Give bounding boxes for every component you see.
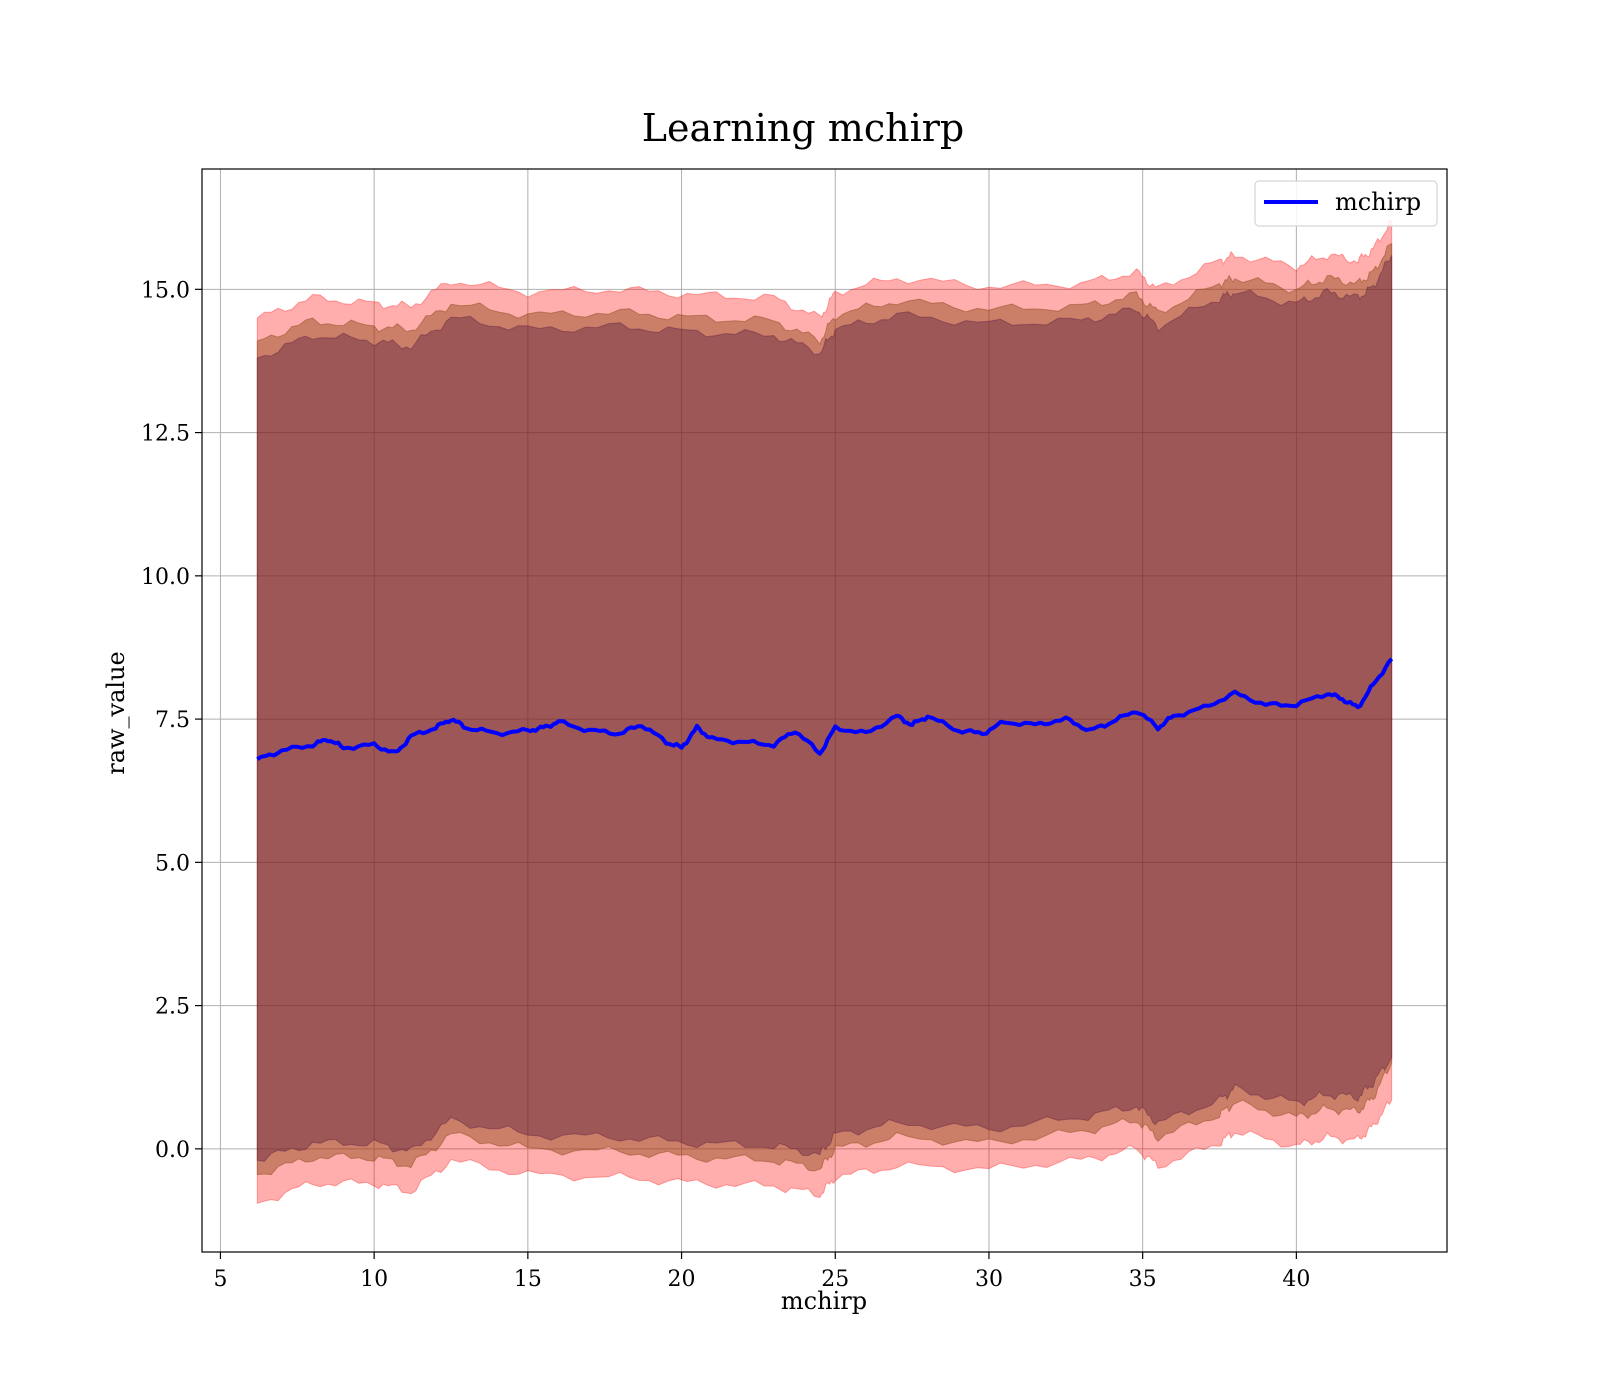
y-tick-label: 0.0 (155, 1138, 190, 1163)
y-tick-label: 7.5 (155, 708, 190, 733)
y-tick-label: 12.5 (141, 422, 190, 447)
x-tick-label: 40 (1282, 1267, 1310, 1292)
x-tick-label: 20 (668, 1267, 696, 1292)
x-tick-label: 15 (514, 1267, 542, 1292)
legend: mchirp (1254, 180, 1438, 227)
legend-box (1254, 180, 1438, 227)
confidence-band (256, 242, 1393, 1176)
x-tick-label: 5 (213, 1267, 227, 1292)
series-line-mchirp (256, 657, 1394, 761)
plot-frame (201, 168, 1448, 1253)
y-axis-ticks: 0.0 2.5 5.0 7.5 10.0 12.5 15.0 (141, 278, 202, 1163)
y-tick-label: 15.0 (141, 278, 190, 303)
confidence-band (256, 219, 1393, 1204)
y-axis-label: raw_value (102, 651, 130, 775)
y-tick-label: 5.0 (155, 851, 190, 876)
y-tick-label: 10.0 (141, 565, 190, 590)
grid-lines (202, 169, 1447, 1252)
x-axis-label: mchirp (781, 1287, 867, 1315)
legend-entry-mchirp: mchirp (1335, 188, 1421, 216)
confidence-band (256, 254, 1393, 1162)
x-tick-label: 30 (975, 1267, 1003, 1292)
confidence-bands (256, 219, 1393, 1204)
chart-title: Learning mchirp (642, 106, 964, 150)
x-tick-label: 10 (360, 1267, 388, 1292)
x-tick-label: 35 (1129, 1267, 1157, 1292)
series-lines (256, 657, 1394, 761)
x-tick-label: 25 (821, 1267, 849, 1292)
y-tick-label: 2.5 (155, 995, 190, 1020)
x-axis-ticks: 5 10 15 20 25 30 35 40 (213, 1252, 1310, 1292)
